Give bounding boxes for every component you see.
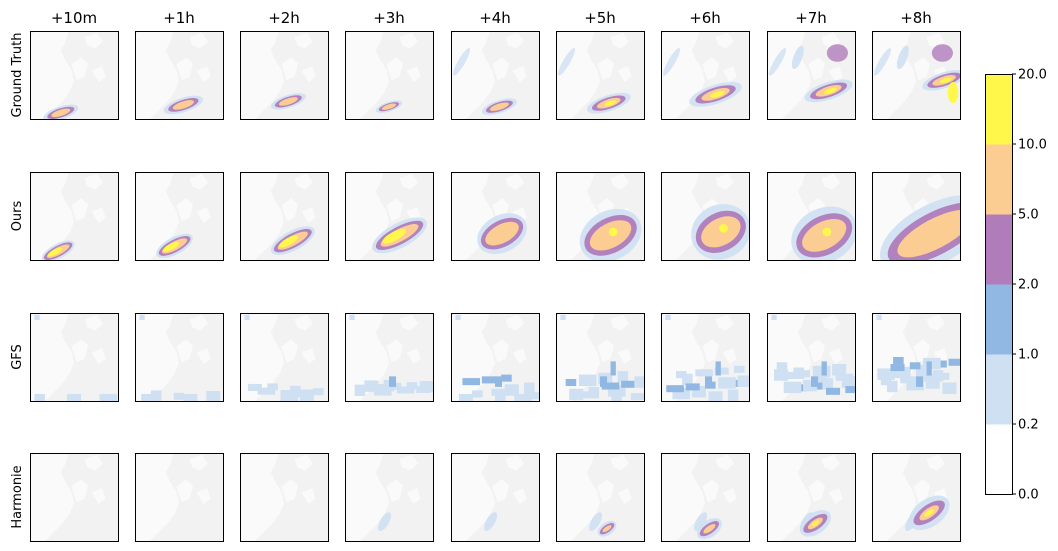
column-title: +3h xyxy=(373,9,405,27)
colorbar-bin xyxy=(985,214,1012,285)
panel-ours-8 xyxy=(872,172,961,261)
panel-ours-6 xyxy=(661,172,750,261)
column-title: +8h xyxy=(900,9,932,27)
panel-harmonie-5 xyxy=(556,453,645,542)
panel-gfs-3 xyxy=(345,313,434,402)
colorbar-bin xyxy=(985,144,1012,215)
column-title: +7h xyxy=(795,9,827,27)
panel-ground-truth-0 xyxy=(30,31,119,120)
panel-harmonie-3 xyxy=(345,453,434,542)
panel-gfs-6 xyxy=(661,313,750,402)
panel-gfs-7 xyxy=(767,313,856,402)
panel-gfs-4 xyxy=(451,313,540,402)
panel-ours-0 xyxy=(30,172,119,261)
row-label: Ours xyxy=(10,200,25,231)
column-title: +1h xyxy=(163,9,195,27)
column-title: +6h xyxy=(689,9,721,27)
panel-harmonie-7 xyxy=(767,453,856,542)
colorbar-bin xyxy=(985,74,1012,145)
panel-ground-truth-6 xyxy=(661,31,750,120)
panel-ours-1 xyxy=(135,172,224,261)
panel-ground-truth-5 xyxy=(556,31,645,120)
colorbar-tick-label: 10.0 xyxy=(1018,138,1047,153)
panel-ground-truth-7 xyxy=(767,31,856,120)
colorbar-tick-label: 5.0 xyxy=(1018,208,1039,223)
panel-gfs-2 xyxy=(240,313,329,402)
colorbar-tick-label: 0.2 xyxy=(1018,418,1039,433)
colorbar-tick-label: 2.0 xyxy=(1018,278,1039,293)
panel-harmonie-0 xyxy=(30,453,119,542)
panel-ground-truth-3 xyxy=(345,31,434,120)
panel-ours-2 xyxy=(240,172,329,261)
panel-harmonie-8 xyxy=(872,453,961,542)
row-label: GFS xyxy=(10,344,25,370)
colorbar-tick-label: 1.0 xyxy=(1018,348,1039,363)
column-title: +4h xyxy=(479,9,511,27)
column-title: +2h xyxy=(268,9,300,27)
colorbar-tick-label: 20.0 xyxy=(1018,68,1047,83)
colorbar-bin xyxy=(985,284,1012,355)
row-label: Harmonie xyxy=(10,465,25,528)
panel-ground-truth-1 xyxy=(135,31,224,120)
panel-ground-truth-4 xyxy=(451,31,540,120)
colorbar-tick-label: 0.0 xyxy=(1018,488,1039,503)
panel-harmonie-2 xyxy=(240,453,329,542)
panel-gfs-1 xyxy=(135,313,224,402)
colorbar-bin xyxy=(985,424,1012,495)
panel-harmonie-6 xyxy=(661,453,750,542)
panel-gfs-0 xyxy=(30,313,119,402)
panel-gfs-8 xyxy=(872,313,961,402)
panel-ours-5 xyxy=(556,172,645,261)
colorbar: 0.0 0.2 1.0 2.0 5.0 10.0 20.0 xyxy=(985,68,1047,503)
panel-harmonie-4 xyxy=(451,453,540,542)
panel-ground-truth-2 xyxy=(240,31,329,120)
row-label: Ground Truth xyxy=(10,33,25,118)
column-title: +5h xyxy=(584,9,616,27)
panel-ground-truth-8 xyxy=(872,31,961,120)
panel-harmonie-1 xyxy=(135,453,224,542)
panel-gfs-5 xyxy=(556,313,645,402)
column-title: +10m xyxy=(51,9,97,27)
colorbar-bin xyxy=(985,354,1012,425)
panel-ours-4 xyxy=(451,172,540,261)
panel-ours-7 xyxy=(767,172,856,261)
panel-ours-3 xyxy=(345,172,434,261)
